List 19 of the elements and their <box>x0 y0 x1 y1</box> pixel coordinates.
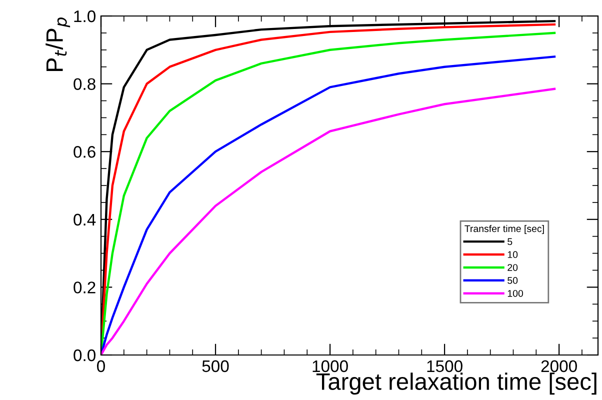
legend-label: 5 <box>508 238 512 246</box>
y-tick-label: 0.0 <box>74 349 96 362</box>
legend-title: Transfer time [sec] <box>464 224 544 234</box>
legend-label: 100 <box>508 290 524 297</box>
x-tick-label: 1000 <box>312 360 348 372</box>
x-axis-title: Target relaxation time [sec] <box>316 372 596 395</box>
y-tick-label: 0.6 <box>74 146 96 158</box>
x-tick-label: 0 <box>97 360 105 372</box>
y-axis-title: P$_{t}$/P$_{p}$ <box>46 18 70 71</box>
y-tick-label: 1.0 <box>74 10 96 22</box>
legend-label: 50 <box>508 277 518 284</box>
x-tick-label: 2000 <box>541 360 577 372</box>
legend-label: 20 <box>508 264 518 271</box>
x-tick-label: 500 <box>202 360 229 372</box>
legend-label: 10 <box>508 251 518 258</box>
y-tick-label: 0.8 <box>74 78 96 90</box>
x-tick-label: 1500 <box>427 360 462 372</box>
y-tick-label: 0.2 <box>74 282 96 294</box>
y-tick-label: 0.4 <box>74 214 96 226</box>
